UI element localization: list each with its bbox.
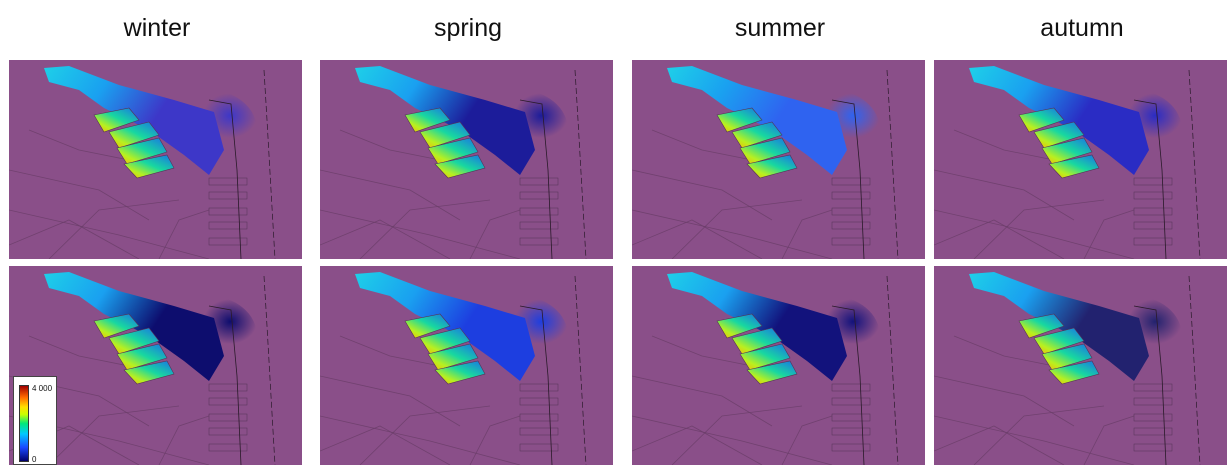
color-scale-legend: 4 000 0 — [13, 376, 57, 465]
column-title-summer: summer — [734, 14, 826, 42]
map-panel-spring-row2 — [320, 266, 613, 465]
harbour-heatmap — [9, 266, 302, 465]
map-panel-autumn-row1 — [934, 60, 1227, 259]
harbour-heatmap — [934, 60, 1227, 259]
column-title-autumn: autumn — [1040, 14, 1124, 42]
legend-min-label: 0 — [32, 455, 37, 464]
map-panel-winter-row1 — [9, 60, 302, 259]
harbour-heatmap — [320, 60, 613, 259]
map-panel-autumn-row2 — [934, 266, 1227, 465]
harbour-heatmap — [632, 60, 925, 259]
map-panel-summer-row2 — [632, 266, 925, 465]
color-scale-bar — [19, 385, 29, 462]
map-panel-winter-row2 — [9, 266, 302, 465]
harbour-heatmap — [320, 266, 613, 465]
legend-max-label: 4 000 — [32, 384, 53, 393]
map-panel-summer-row1 — [632, 60, 925, 259]
harbour-heatmap — [632, 266, 925, 465]
harbour-heatmap — [934, 266, 1227, 465]
map-panel-spring-row1 — [320, 60, 613, 259]
harbour-heatmap — [9, 60, 302, 259]
column-title-winter: winter — [123, 14, 191, 42]
column-title-spring: spring — [433, 14, 503, 42]
